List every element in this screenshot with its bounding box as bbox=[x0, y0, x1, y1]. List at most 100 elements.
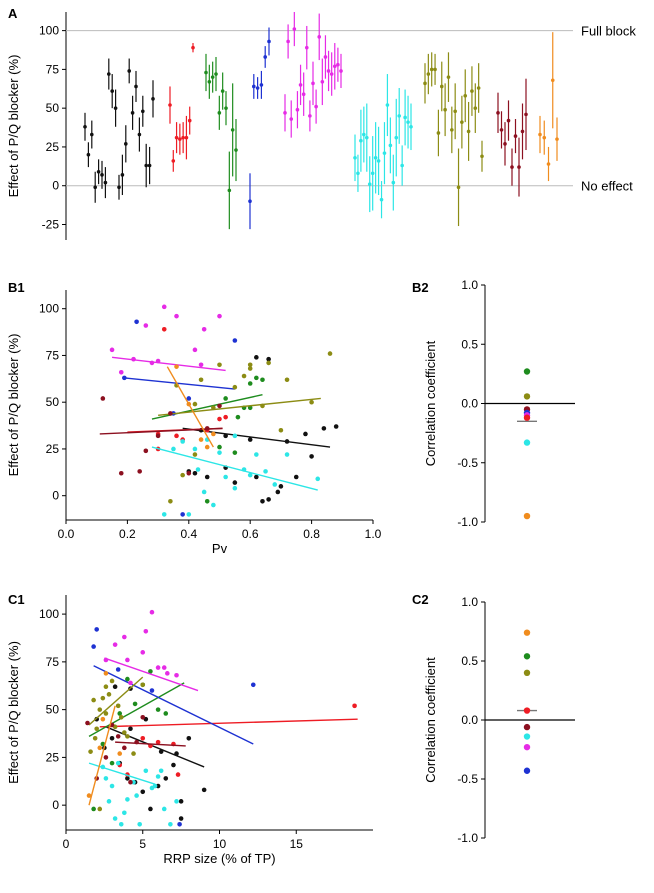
data-point bbox=[94, 627, 99, 632]
data-point bbox=[103, 711, 109, 716]
data-point bbox=[109, 735, 115, 741]
data-point bbox=[364, 135, 369, 140]
y-tick-label: 0.5 bbox=[461, 337, 478, 351]
y-axis-title: Effect of P/Q blocker (%) bbox=[6, 641, 21, 784]
series-blue bbox=[91, 627, 256, 827]
regression-line bbox=[105, 726, 205, 768]
data-point bbox=[174, 135, 179, 140]
data-point bbox=[217, 444, 222, 450]
data-point bbox=[406, 120, 410, 124]
data-point bbox=[137, 469, 142, 474]
data-point bbox=[217, 416, 222, 422]
data-point bbox=[263, 55, 268, 59]
data-point bbox=[122, 745, 127, 751]
data-point bbox=[132, 701, 138, 707]
data-point bbox=[161, 326, 167, 332]
data-point bbox=[125, 657, 130, 663]
correlation-point bbox=[523, 733, 531, 740]
data-point bbox=[100, 396, 106, 401]
data-point bbox=[152, 783, 158, 789]
data-point bbox=[317, 35, 322, 39]
data-point bbox=[510, 165, 514, 169]
data-point bbox=[96, 169, 101, 174]
data-point bbox=[90, 132, 94, 137]
panel-b1: 0 25 50 75 100 Effect of P/Q blocker (%) B1 0.0… bbox=[6, 280, 382, 556]
data-point bbox=[128, 779, 133, 785]
data-point bbox=[230, 128, 235, 132]
data-point bbox=[103, 180, 108, 185]
data-point bbox=[100, 173, 104, 177]
data-point bbox=[103, 671, 109, 676]
correlation-point bbox=[523, 393, 531, 400]
data-point bbox=[186, 470, 192, 476]
panel-label: C2 bbox=[412, 592, 429, 607]
data-point bbox=[286, 39, 290, 44]
data-point bbox=[137, 132, 142, 137]
data-point bbox=[476, 86, 481, 90]
series-orange bbox=[166, 364, 216, 450]
data-point bbox=[155, 433, 161, 439]
correlation-point bbox=[523, 629, 531, 636]
data-point bbox=[388, 143, 393, 148]
correlation-point bbox=[523, 368, 531, 375]
regression-line bbox=[88, 705, 116, 806]
data-point bbox=[141, 109, 145, 114]
data-point bbox=[315, 476, 321, 482]
data-point bbox=[168, 499, 173, 504]
data-point bbox=[460, 120, 464, 124]
data-point bbox=[100, 716, 106, 722]
data-point bbox=[232, 450, 238, 455]
x-tick-label: 1.0 bbox=[365, 527, 382, 541]
data-point bbox=[161, 665, 167, 670]
data-point bbox=[303, 431, 308, 437]
data-point bbox=[517, 165, 521, 169]
data-point bbox=[106, 799, 112, 804]
group-green bbox=[204, 53, 238, 230]
data-point bbox=[227, 188, 232, 193]
data-point bbox=[259, 83, 264, 87]
data-point bbox=[186, 512, 192, 517]
data-point bbox=[450, 128, 454, 132]
data-point bbox=[254, 355, 259, 360]
data-point bbox=[186, 396, 192, 401]
data-point bbox=[433, 67, 437, 72]
data-point bbox=[463, 93, 468, 98]
data-point bbox=[308, 114, 312, 118]
data-point bbox=[323, 55, 328, 59]
data-point bbox=[210, 75, 215, 79]
data-point bbox=[91, 644, 96, 649]
y-axis-title: Correlation coefficient bbox=[423, 340, 438, 466]
data-point bbox=[321, 426, 327, 431]
x-tick-label: 5 bbox=[139, 837, 146, 851]
data-point bbox=[524, 112, 528, 117]
data-point bbox=[128, 726, 133, 732]
data-point bbox=[93, 185, 97, 190]
data-point bbox=[409, 124, 413, 129]
data-point bbox=[394, 135, 399, 140]
panel-c1: 0 25 50 75 100 Effect of P/Q blocker (%) C1 0 5 1… bbox=[6, 592, 373, 866]
data-point bbox=[499, 128, 504, 132]
data-point bbox=[211, 431, 216, 437]
data-point bbox=[217, 450, 222, 455]
data-point bbox=[370, 171, 375, 176]
data-point bbox=[260, 377, 265, 383]
y-tick-label: 0 bbox=[52, 489, 59, 503]
data-point bbox=[143, 768, 149, 774]
series-blue bbox=[122, 319, 238, 517]
data-point bbox=[439, 84, 444, 89]
group-magenta bbox=[283, 12, 343, 138]
data-point bbox=[192, 470, 198, 476]
data-point bbox=[151, 97, 155, 101]
data-point bbox=[234, 148, 238, 152]
data-point bbox=[165, 671, 170, 676]
data-point bbox=[100, 741, 106, 747]
data-point bbox=[112, 684, 118, 690]
panel-label: A bbox=[8, 6, 18, 21]
y-tick-label: 50 bbox=[46, 101, 60, 115]
data-point bbox=[180, 472, 185, 478]
data-point bbox=[115, 734, 121, 739]
data-point bbox=[184, 135, 189, 140]
group-blue bbox=[248, 27, 271, 230]
data-point bbox=[204, 474, 210, 480]
data-point bbox=[248, 199, 252, 204]
